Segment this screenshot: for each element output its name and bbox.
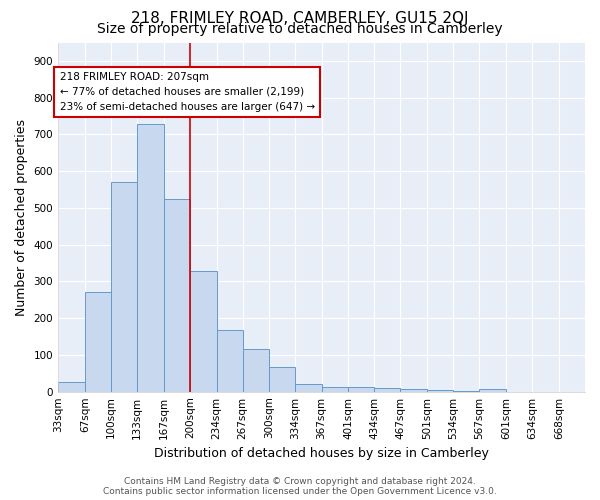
Bar — [322, 386, 349, 392]
Bar — [400, 389, 427, 392]
Text: Size of property relative to detached houses in Camberley: Size of property relative to detached ho… — [97, 22, 503, 36]
Text: 218, FRIMLEY ROAD, CAMBERLEY, GU15 2QJ: 218, FRIMLEY ROAD, CAMBERLEY, GU15 2QJ — [131, 11, 469, 26]
Bar — [58, 382, 85, 392]
Bar — [111, 182, 137, 392]
Bar — [190, 271, 217, 392]
Bar — [349, 386, 374, 392]
Text: 218 FRIMLEY ROAD: 207sqm
← 77% of detached houses are smaller (2,199)
23% of sem: 218 FRIMLEY ROAD: 207sqm ← 77% of detach… — [59, 72, 315, 112]
Bar — [217, 330, 242, 392]
Bar — [137, 124, 164, 392]
Bar — [427, 390, 453, 392]
Text: Contains HM Land Registry data © Crown copyright and database right 2024.
Contai: Contains HM Land Registry data © Crown c… — [103, 476, 497, 496]
Bar — [85, 292, 111, 392]
Bar — [374, 388, 400, 392]
Bar — [164, 200, 190, 392]
X-axis label: Distribution of detached houses by size in Camberley: Distribution of detached houses by size … — [154, 447, 489, 460]
Bar — [295, 384, 322, 392]
Bar — [269, 367, 295, 392]
Y-axis label: Number of detached properties: Number of detached properties — [15, 118, 28, 316]
Bar — [479, 388, 506, 392]
Bar — [242, 349, 269, 392]
